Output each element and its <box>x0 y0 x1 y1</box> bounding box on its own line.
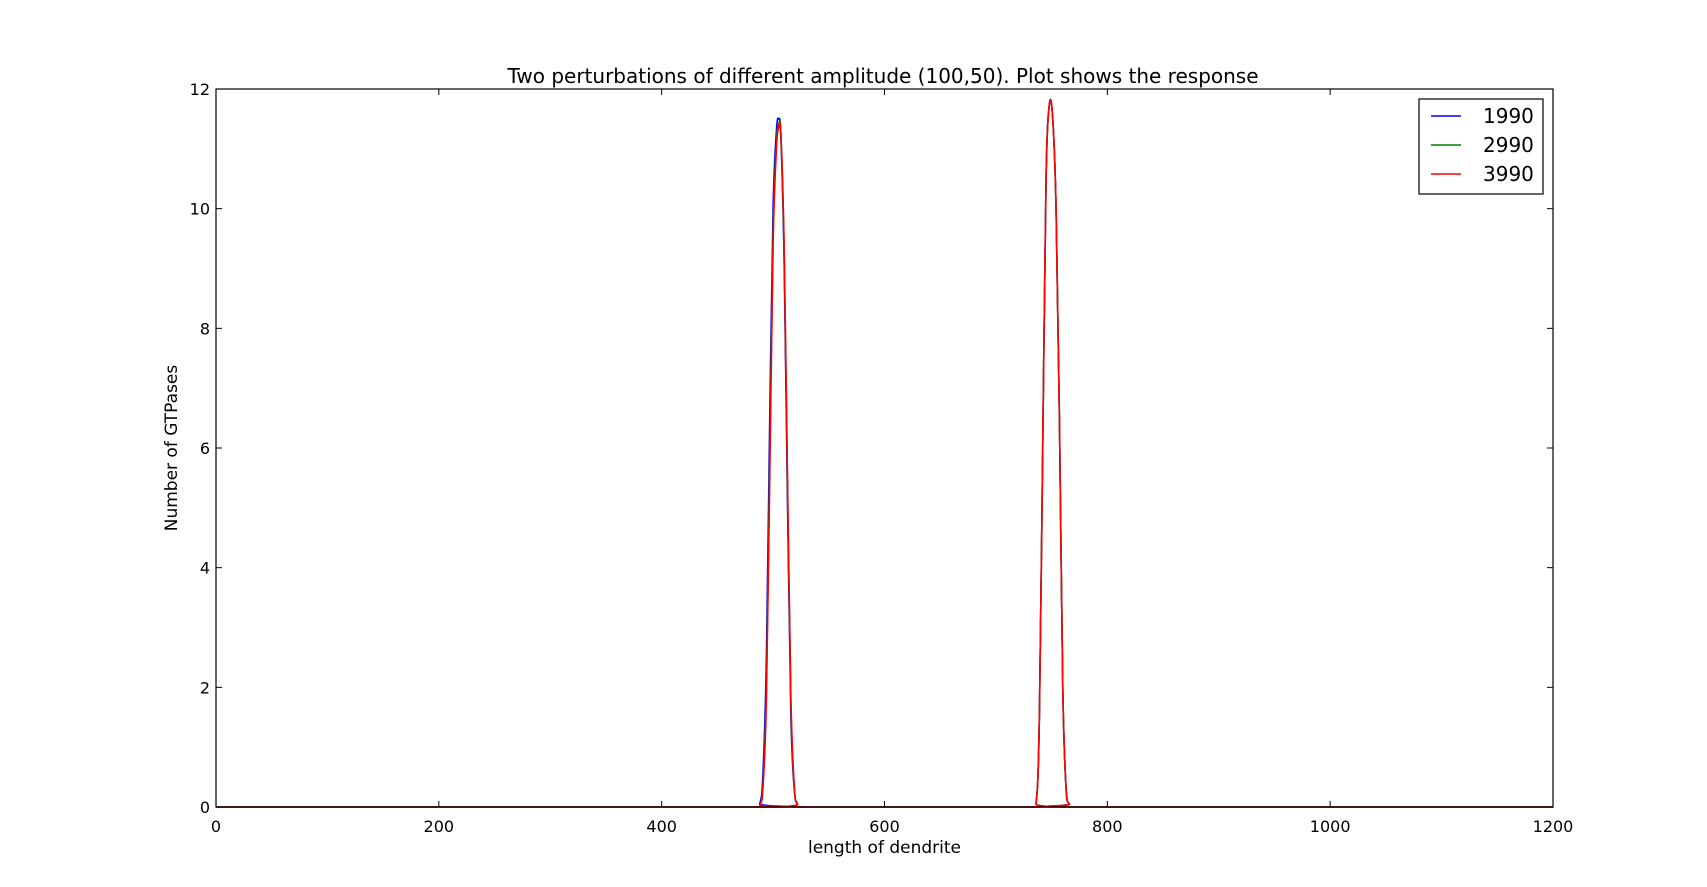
x-tick-label: 1000 <box>1310 817 1351 836</box>
legend-box <box>1418 98 1544 195</box>
x-tick-label: 800 <box>1092 817 1123 836</box>
x-tick-label: 1200 <box>1533 817 1574 836</box>
x-tick-label: 600 <box>869 817 900 836</box>
axis-ticks: 0 200 400 600 800 1000 1200 0 2 4 6 8 10 12 <box>190 80 1574 836</box>
y-tick-label: 4 <box>200 559 210 578</box>
y-tick-label: 10 <box>190 200 210 219</box>
plot-frame <box>215 88 1554 808</box>
legend-label: 2990 <box>1483 133 1534 157</box>
x-tick-label: 400 <box>646 817 677 836</box>
chart-title: Two perturbations of different amplitude… <box>506 64 1258 88</box>
x-tick-label: 0 <box>211 817 221 836</box>
x-tick-label: 200 <box>424 817 455 836</box>
y-tick-label: 0 <box>200 798 210 817</box>
y-tick-label: 2 <box>200 678 210 697</box>
y-tick-label: 12 <box>190 80 210 99</box>
y-tick-label: 8 <box>200 319 210 338</box>
y-tick-label: 6 <box>200 439 210 458</box>
legend: 1990 2990 3990 <box>1418 98 1544 195</box>
legend-label: 1990 <box>1483 104 1534 128</box>
x-axis-label: length of dendrite <box>808 838 961 858</box>
legend-label: 3990 <box>1483 162 1534 186</box>
y-axis-label: Number of GTPases <box>162 365 182 532</box>
